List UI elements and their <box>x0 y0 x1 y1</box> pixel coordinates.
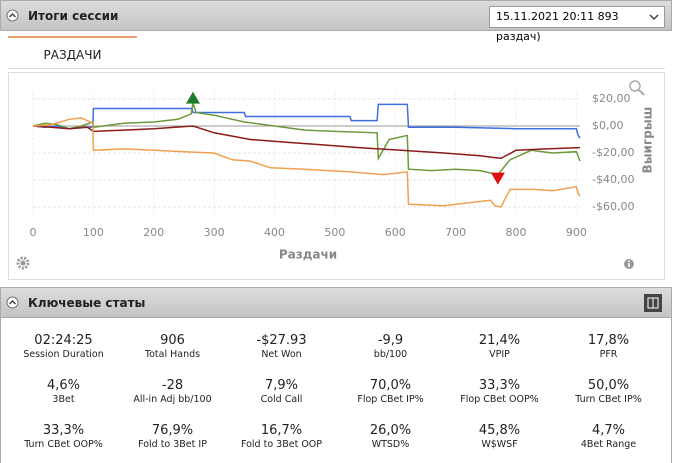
stat: 7,9% Cold Call <box>227 378 336 405</box>
stat-label: WTSD% <box>371 439 410 450</box>
session-header: Итоги сессии 15.11.2021 20:11 893 раздач… <box>0 0 672 43</box>
stat-label: 4Bet Range <box>580 439 637 450</box>
stat-value: 70,0% <box>369 378 412 393</box>
stat-value: 76,9% <box>151 423 194 438</box>
stat-label: Cold Call <box>260 394 303 405</box>
settings-icon[interactable] <box>16 256 30 270</box>
stat-label: Total Hands <box>144 349 201 360</box>
stat: -28 All-in Adj bb/100 <box>118 378 227 405</box>
x-tick-label: 500 <box>324 226 345 239</box>
series-line <box>32 102 581 176</box>
stat-label: VPIP <box>489 349 510 360</box>
stat: 70,0% Flop CBet IP% <box>336 378 445 405</box>
stat: 4,7% 4Bet Range <box>554 423 663 450</box>
stat-value: 45,8% <box>478 423 521 438</box>
stat-label: bb/100 <box>373 349 408 360</box>
stat-value: 4,7% <box>591 423 626 438</box>
stat-label: Net Won <box>261 349 302 360</box>
stat: 50,0% Turn CBet IP% <box>554 378 663 405</box>
y-tick-label: $0,00 <box>592 119 624 132</box>
y-tick-label: $20,00 <box>592 92 631 105</box>
stat-value: -28 <box>161 378 184 393</box>
stat: 45,8% W$WSF <box>445 423 554 450</box>
marker <box>185 91 200 104</box>
y-tick-label: -$20,00 <box>592 146 634 159</box>
x-tick-label: 900 <box>566 226 587 239</box>
stat: 21,4% VPIP <box>445 333 554 360</box>
stat-label: Fold to 3Bet OOP <box>240 439 323 450</box>
tab-divider <box>8 68 665 69</box>
stat: 33,3% Turn CBet OOP% <box>9 423 118 450</box>
info-icon[interactable] <box>624 259 634 269</box>
stat-label: All-in Adj bb/100 <box>133 394 212 405</box>
stat: 17,8% PFR <box>554 333 663 360</box>
x-tick-label: 200 <box>143 226 164 239</box>
stat: 906 Total Hands <box>118 333 227 360</box>
stat-label: PFR <box>599 349 618 360</box>
stat-value: 33,3% <box>42 423 85 438</box>
stat-value: 17,8% <box>587 333 630 348</box>
stat: 33,3% Flop CBet OOP% <box>445 378 554 405</box>
series-line <box>32 117 581 208</box>
stat-value: 906 <box>160 333 185 348</box>
x-axis-label: Раздачи <box>279 248 337 262</box>
stats-title: Ключевые статы <box>28 296 146 310</box>
x-tick-label: 800 <box>506 226 527 239</box>
series-line <box>32 125 581 160</box>
stat: -9,9 bb/100 <box>336 333 445 360</box>
stat-label: Turn CBet IP% <box>575 394 642 405</box>
y-tick-label: -$40,00 <box>592 173 634 186</box>
stat: 02:24:25 Session Duration <box>9 333 118 360</box>
y-tick-label: -$60,00 <box>592 200 634 213</box>
session-dropdown[interactable]: 15.11.2021 20:11 893 раздач) <box>489 6 665 43</box>
stat: 16,7% Fold to 3Bet OOP <box>227 423 336 450</box>
x-tick-label: 0 <box>30 226 37 239</box>
marker <box>490 172 505 185</box>
stat-value: -$27.93 <box>256 333 307 348</box>
stat-value: 7,9% <box>264 378 299 393</box>
stats-header: Ключевые статы <box>0 287 672 318</box>
stats-grid: 02:24:25 Session Duration 906 Total Hands -$… <box>0 318 672 463</box>
stat-value: 4,6% <box>46 378 81 393</box>
x-tick-label: 100 <box>83 226 104 239</box>
chart: Раздачи Выигрыш $20,00 $0,00 -$20,00 -$40,0… <box>16 80 655 270</box>
stat-label: 3Bet <box>52 394 75 405</box>
stat-value: 16,7% <box>260 423 303 438</box>
stat-value: 02:24:25 <box>34 333 93 348</box>
stat: -$27.93 Net Won <box>227 333 336 360</box>
stat: 76,9% Fold to 3Bet IP <box>118 423 227 450</box>
x-tick-label: 600 <box>385 226 406 239</box>
stat-value: 26,0% <box>369 423 412 438</box>
zoom-icon[interactable] <box>629 80 645 96</box>
stat-label: Turn CBet OOP% <box>24 439 103 450</box>
stat-label: Session Duration <box>23 349 104 360</box>
collapse-icon[interactable] <box>6 296 19 309</box>
dropdown-arrow <box>649 14 659 21</box>
layout-button[interactable] <box>644 294 662 312</box>
dropdown-text: 15.11.2021 20:11 893 раздач) <box>496 10 619 43</box>
y-axis-label: Выигрыш <box>641 107 655 174</box>
chart-panel <box>8 72 665 280</box>
collapse-icon[interactable] <box>6 9 19 22</box>
stat-value: 33,3% <box>478 378 521 393</box>
stat-label: Flop CBet IP% <box>357 394 424 405</box>
stat-value: 21,4% <box>478 333 521 348</box>
stat: 4,6% 3Bet <box>9 378 118 405</box>
stat-value: 50,0% <box>587 378 630 393</box>
session-title: Итоги сессии <box>28 9 119 23</box>
stat: 26,0% WTSD% <box>336 423 445 450</box>
stat-label: W$WSF <box>481 439 518 450</box>
series-line <box>32 103 581 139</box>
x-tick-label: 400 <box>264 226 285 239</box>
stat-label: Fold to 3Bet IP <box>138 439 207 450</box>
stat-value: -9,9 <box>377 333 404 348</box>
x-tick-label: 300 <box>204 226 225 239</box>
x-tick-label: 700 <box>445 226 466 239</box>
hands-tab[interactable]: РАЗДАЧИ <box>8 36 137 70</box>
stat-label: Flop CBet OOP% <box>460 394 539 405</box>
